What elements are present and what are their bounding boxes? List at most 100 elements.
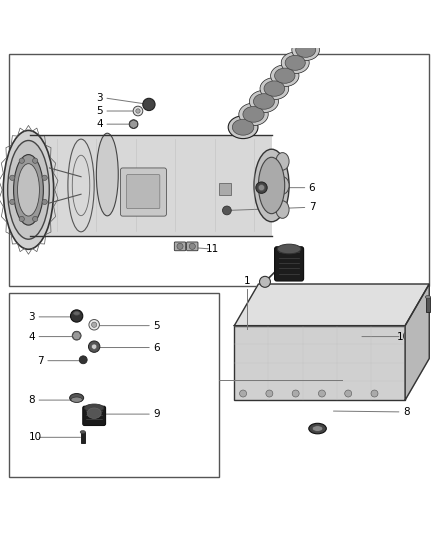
Ellipse shape: [425, 295, 431, 298]
Text: 11: 11: [206, 244, 219, 254]
Circle shape: [10, 175, 15, 180]
Text: 10: 10: [396, 332, 410, 342]
Ellipse shape: [302, 27, 330, 47]
Circle shape: [266, 390, 273, 397]
Text: 2: 2: [407, 349, 414, 359]
Ellipse shape: [254, 94, 274, 109]
Circle shape: [258, 184, 265, 191]
Text: 4: 4: [96, 119, 103, 129]
Ellipse shape: [277, 244, 301, 254]
Circle shape: [89, 319, 99, 330]
Ellipse shape: [276, 201, 289, 219]
Ellipse shape: [74, 312, 80, 315]
Circle shape: [92, 344, 97, 349]
Ellipse shape: [285, 55, 305, 70]
Circle shape: [223, 206, 231, 215]
Ellipse shape: [71, 397, 82, 402]
Circle shape: [240, 390, 247, 397]
FancyBboxPatch shape: [83, 406, 106, 425]
Text: 1: 1: [244, 276, 251, 286]
Ellipse shape: [309, 423, 326, 434]
Ellipse shape: [18, 164, 39, 216]
Ellipse shape: [233, 119, 254, 135]
Ellipse shape: [338, 0, 357, 5]
Text: 9: 9: [153, 409, 160, 419]
Circle shape: [72, 332, 81, 340]
FancyBboxPatch shape: [120, 168, 166, 216]
Circle shape: [88, 341, 100, 352]
Text: 5: 5: [96, 106, 103, 116]
Text: 4: 4: [28, 332, 35, 342]
Text: 5: 5: [153, 321, 160, 330]
Text: 6: 6: [309, 183, 315, 192]
Text: 8: 8: [403, 407, 410, 417]
Circle shape: [32, 216, 38, 222]
Ellipse shape: [276, 152, 289, 170]
Ellipse shape: [264, 81, 285, 96]
Ellipse shape: [292, 39, 319, 61]
Circle shape: [71, 310, 83, 322]
Text: 7: 7: [37, 356, 44, 366]
Ellipse shape: [259, 276, 271, 287]
Ellipse shape: [275, 68, 295, 83]
Circle shape: [79, 356, 87, 364]
FancyBboxPatch shape: [426, 297, 430, 311]
Ellipse shape: [317, 17, 336, 31]
FancyBboxPatch shape: [219, 183, 231, 195]
Circle shape: [92, 322, 97, 327]
Ellipse shape: [96, 133, 118, 216]
Text: 3: 3: [96, 93, 103, 103]
Ellipse shape: [239, 103, 268, 126]
Text: 8: 8: [28, 395, 35, 405]
Circle shape: [133, 106, 143, 116]
Text: 10: 10: [28, 432, 42, 442]
Ellipse shape: [281, 52, 309, 74]
Polygon shape: [72, 332, 81, 340]
Ellipse shape: [312, 426, 323, 431]
Circle shape: [42, 175, 47, 180]
Polygon shape: [234, 284, 429, 326]
Ellipse shape: [258, 157, 285, 214]
Circle shape: [19, 216, 25, 222]
Ellipse shape: [70, 393, 84, 402]
Circle shape: [32, 158, 38, 163]
Ellipse shape: [324, 1, 350, 21]
Polygon shape: [405, 284, 429, 400]
Ellipse shape: [313, 14, 340, 35]
FancyBboxPatch shape: [81, 432, 85, 443]
Bar: [9, 54, 429, 286]
Polygon shape: [234, 326, 405, 400]
Ellipse shape: [85, 404, 104, 412]
Circle shape: [143, 98, 155, 110]
Text: 9: 9: [403, 314, 410, 324]
Ellipse shape: [243, 107, 264, 122]
Circle shape: [371, 390, 378, 397]
FancyBboxPatch shape: [174, 242, 186, 251]
Text: 6: 6: [153, 343, 160, 352]
Text: 3: 3: [28, 312, 35, 322]
Circle shape: [136, 109, 140, 113]
Ellipse shape: [80, 431, 85, 434]
Circle shape: [345, 390, 352, 397]
Ellipse shape: [4, 131, 53, 249]
Ellipse shape: [271, 65, 299, 86]
FancyBboxPatch shape: [127, 174, 160, 209]
Ellipse shape: [14, 155, 43, 225]
Text: 7: 7: [309, 203, 315, 212]
Circle shape: [10, 199, 15, 205]
Ellipse shape: [296, 43, 316, 58]
Ellipse shape: [334, 0, 360, 9]
Circle shape: [129, 120, 138, 128]
Ellipse shape: [8, 141, 49, 239]
Circle shape: [292, 390, 299, 397]
Ellipse shape: [306, 30, 326, 44]
Circle shape: [42, 199, 47, 205]
FancyBboxPatch shape: [275, 247, 304, 281]
Ellipse shape: [87, 408, 101, 418]
Circle shape: [256, 182, 267, 193]
Ellipse shape: [254, 149, 289, 222]
Ellipse shape: [228, 116, 258, 139]
Ellipse shape: [327, 4, 346, 19]
Circle shape: [318, 390, 325, 397]
Ellipse shape: [276, 177, 289, 194]
